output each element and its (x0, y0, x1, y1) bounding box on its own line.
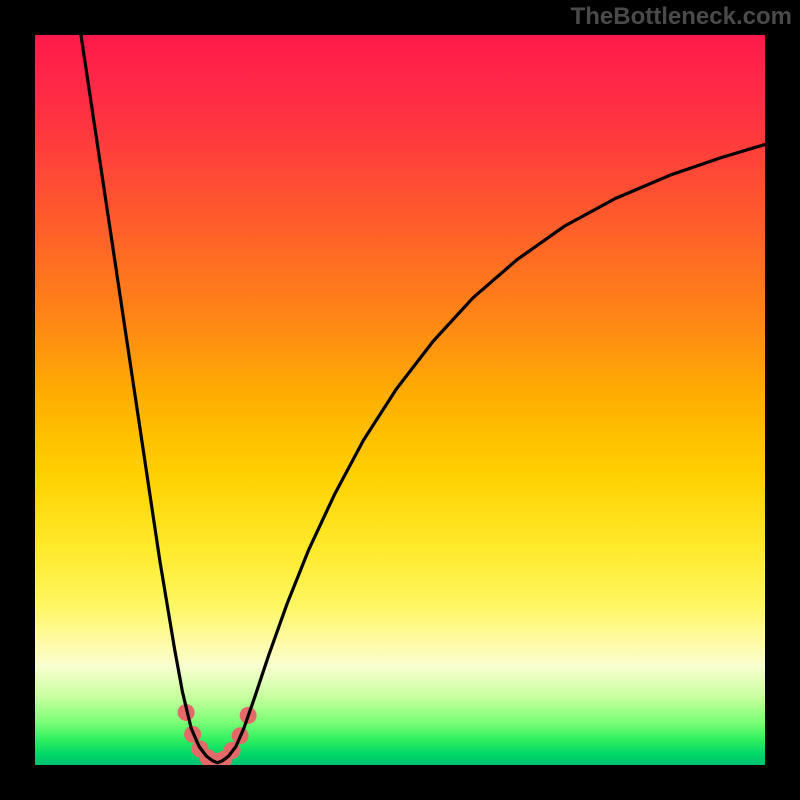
gradient-background (35, 35, 765, 765)
plot-area (35, 35, 765, 765)
chart-svg (35, 35, 765, 765)
figure-outer: TheBottleneck.com (0, 0, 800, 800)
watermark-text: TheBottleneck.com (571, 0, 800, 31)
